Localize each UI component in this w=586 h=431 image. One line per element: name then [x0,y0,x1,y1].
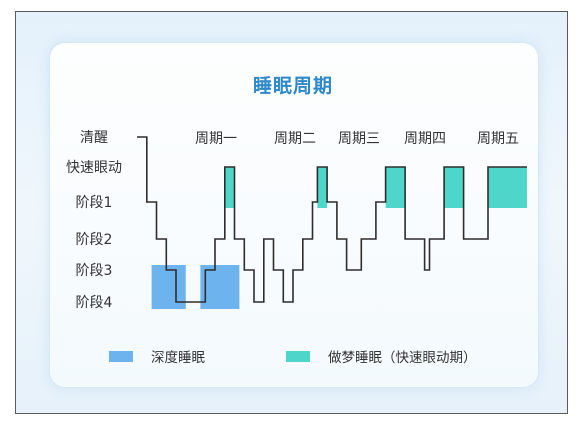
rem-band-5 [488,167,527,208]
cycle-label: 周期一 [195,131,237,147]
y-level-label: 清醒 [80,130,108,146]
cycle-label: 周期五 [477,131,519,147]
chart-title: 睡眠周期 [252,75,333,97]
deep-sleep-band-2 [200,265,240,309]
legend-label-rem: 做梦睡眠（快速眼动期） [328,350,477,366]
legend-rem-sleep: 做梦睡眠（快速眼动期） [286,346,477,366]
y-level-label: 阶段3 [76,263,113,279]
legend-swatch-rem [286,350,310,362]
y-level-label: 阶段2 [76,232,113,248]
legend-deep-sleep: 深度睡眠 [109,346,205,366]
y-level-label: 阶段4 [76,295,113,311]
legend-swatch-deep [109,350,133,362]
rem-band-1 [224,167,235,208]
y-level-label: 快速眼动 [66,160,122,176]
chart-card [49,42,539,388]
rem-band-4 [444,167,464,208]
legend-label-deep: 深度睡眠 [151,350,205,366]
rem-band-3 [385,167,406,208]
cycle-label: 周期二 [274,131,316,147]
y-level-label: 阶段1 [76,195,113,211]
rem-band-2 [317,167,328,208]
hypnogram-line [137,136,527,303]
cycle-label: 周期四 [404,131,446,147]
cycle-label: 周期三 [338,131,380,147]
